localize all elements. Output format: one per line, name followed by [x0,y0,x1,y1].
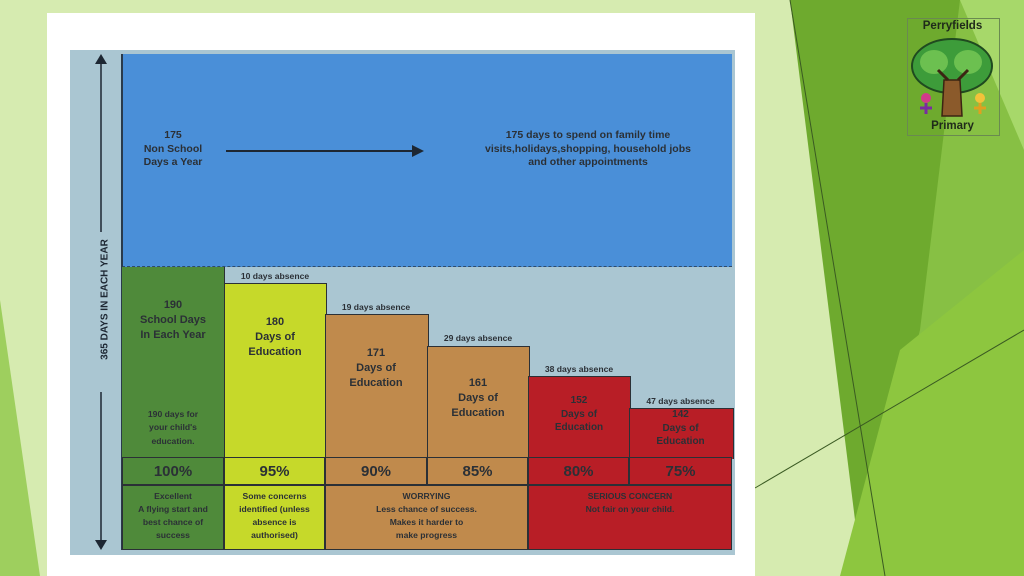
family-time-label: 175 days to spend on family time visits,… [485,129,691,169]
pct-cell [325,457,427,485]
bar-value-label: 152 Days of Education [554,395,604,433]
pct-label: 90% [360,463,392,480]
bar-80 [528,376,631,459]
absence-label: 47 days absence [646,396,715,406]
pct-label: 95% [259,463,290,480]
desc-some-concerns: Some concerns identified (unless absence i… [239,491,310,540]
axis-label: 365 DAYS IN EACH YEAR [99,239,111,360]
logo-title-top: Perryfields [922,20,983,32]
axis-double-arrow-icon [95,54,107,550]
bar-value-label: 180 Days of Education [248,316,302,358]
school-logo: Perryfields Primary [905,18,1000,136]
bar-value-label: 142 Days of Education [656,409,705,447]
bar-90 [325,314,429,459]
pct-label: 80% [563,463,594,480]
desc-excellent: Excellent A flying start and best chance o… [138,491,208,540]
pct-label: 75% [665,463,696,480]
bar-value-label: 161 Days of Education [451,377,505,419]
attendance-chart: 175 Non School Days a Year 175 days to s… [70,50,735,555]
bar-value-label: 190 School Days In Each Year [139,299,207,341]
non-school-days-label: 175 Non School Days a Year [143,129,203,169]
pct-cell [224,457,325,485]
bar-95 [224,283,327,459]
desc-cell [122,485,224,550]
pct-cell [528,457,629,485]
desc-cell [528,485,732,550]
absence-label: 38 days absence [544,364,614,374]
desc-serious-concern: SERIOUS CONCERN Not fair on your child. [585,491,675,514]
dashed-divider [122,266,732,267]
pct-cell [122,457,224,485]
desc-cell [224,485,325,550]
absence-label: 10 days absence [240,271,310,281]
logo-title-bottom: Primary [931,120,974,132]
absence-label: 19 days absence [341,302,411,312]
bar-85 [427,346,530,459]
arrow-right-icon [226,145,424,157]
pct-label: 100% [153,463,193,480]
pct-cell [427,457,528,485]
pct-label: 85% [462,463,493,480]
desc-worrying: WORRYING Less chance of success. Makes it … [376,491,477,540]
absence-label: 29 days absence [443,333,513,343]
tree-icon [911,38,993,117]
logo-frame [907,18,1000,136]
bar-value-label: 171 Days of Education [349,347,403,389]
non-school-days-area [122,54,732,267]
bar-75 [629,408,734,459]
desc-cell [325,485,528,550]
pct-cell [629,457,732,485]
bar-sub-label: 190 days for your child's education. [147,409,199,446]
